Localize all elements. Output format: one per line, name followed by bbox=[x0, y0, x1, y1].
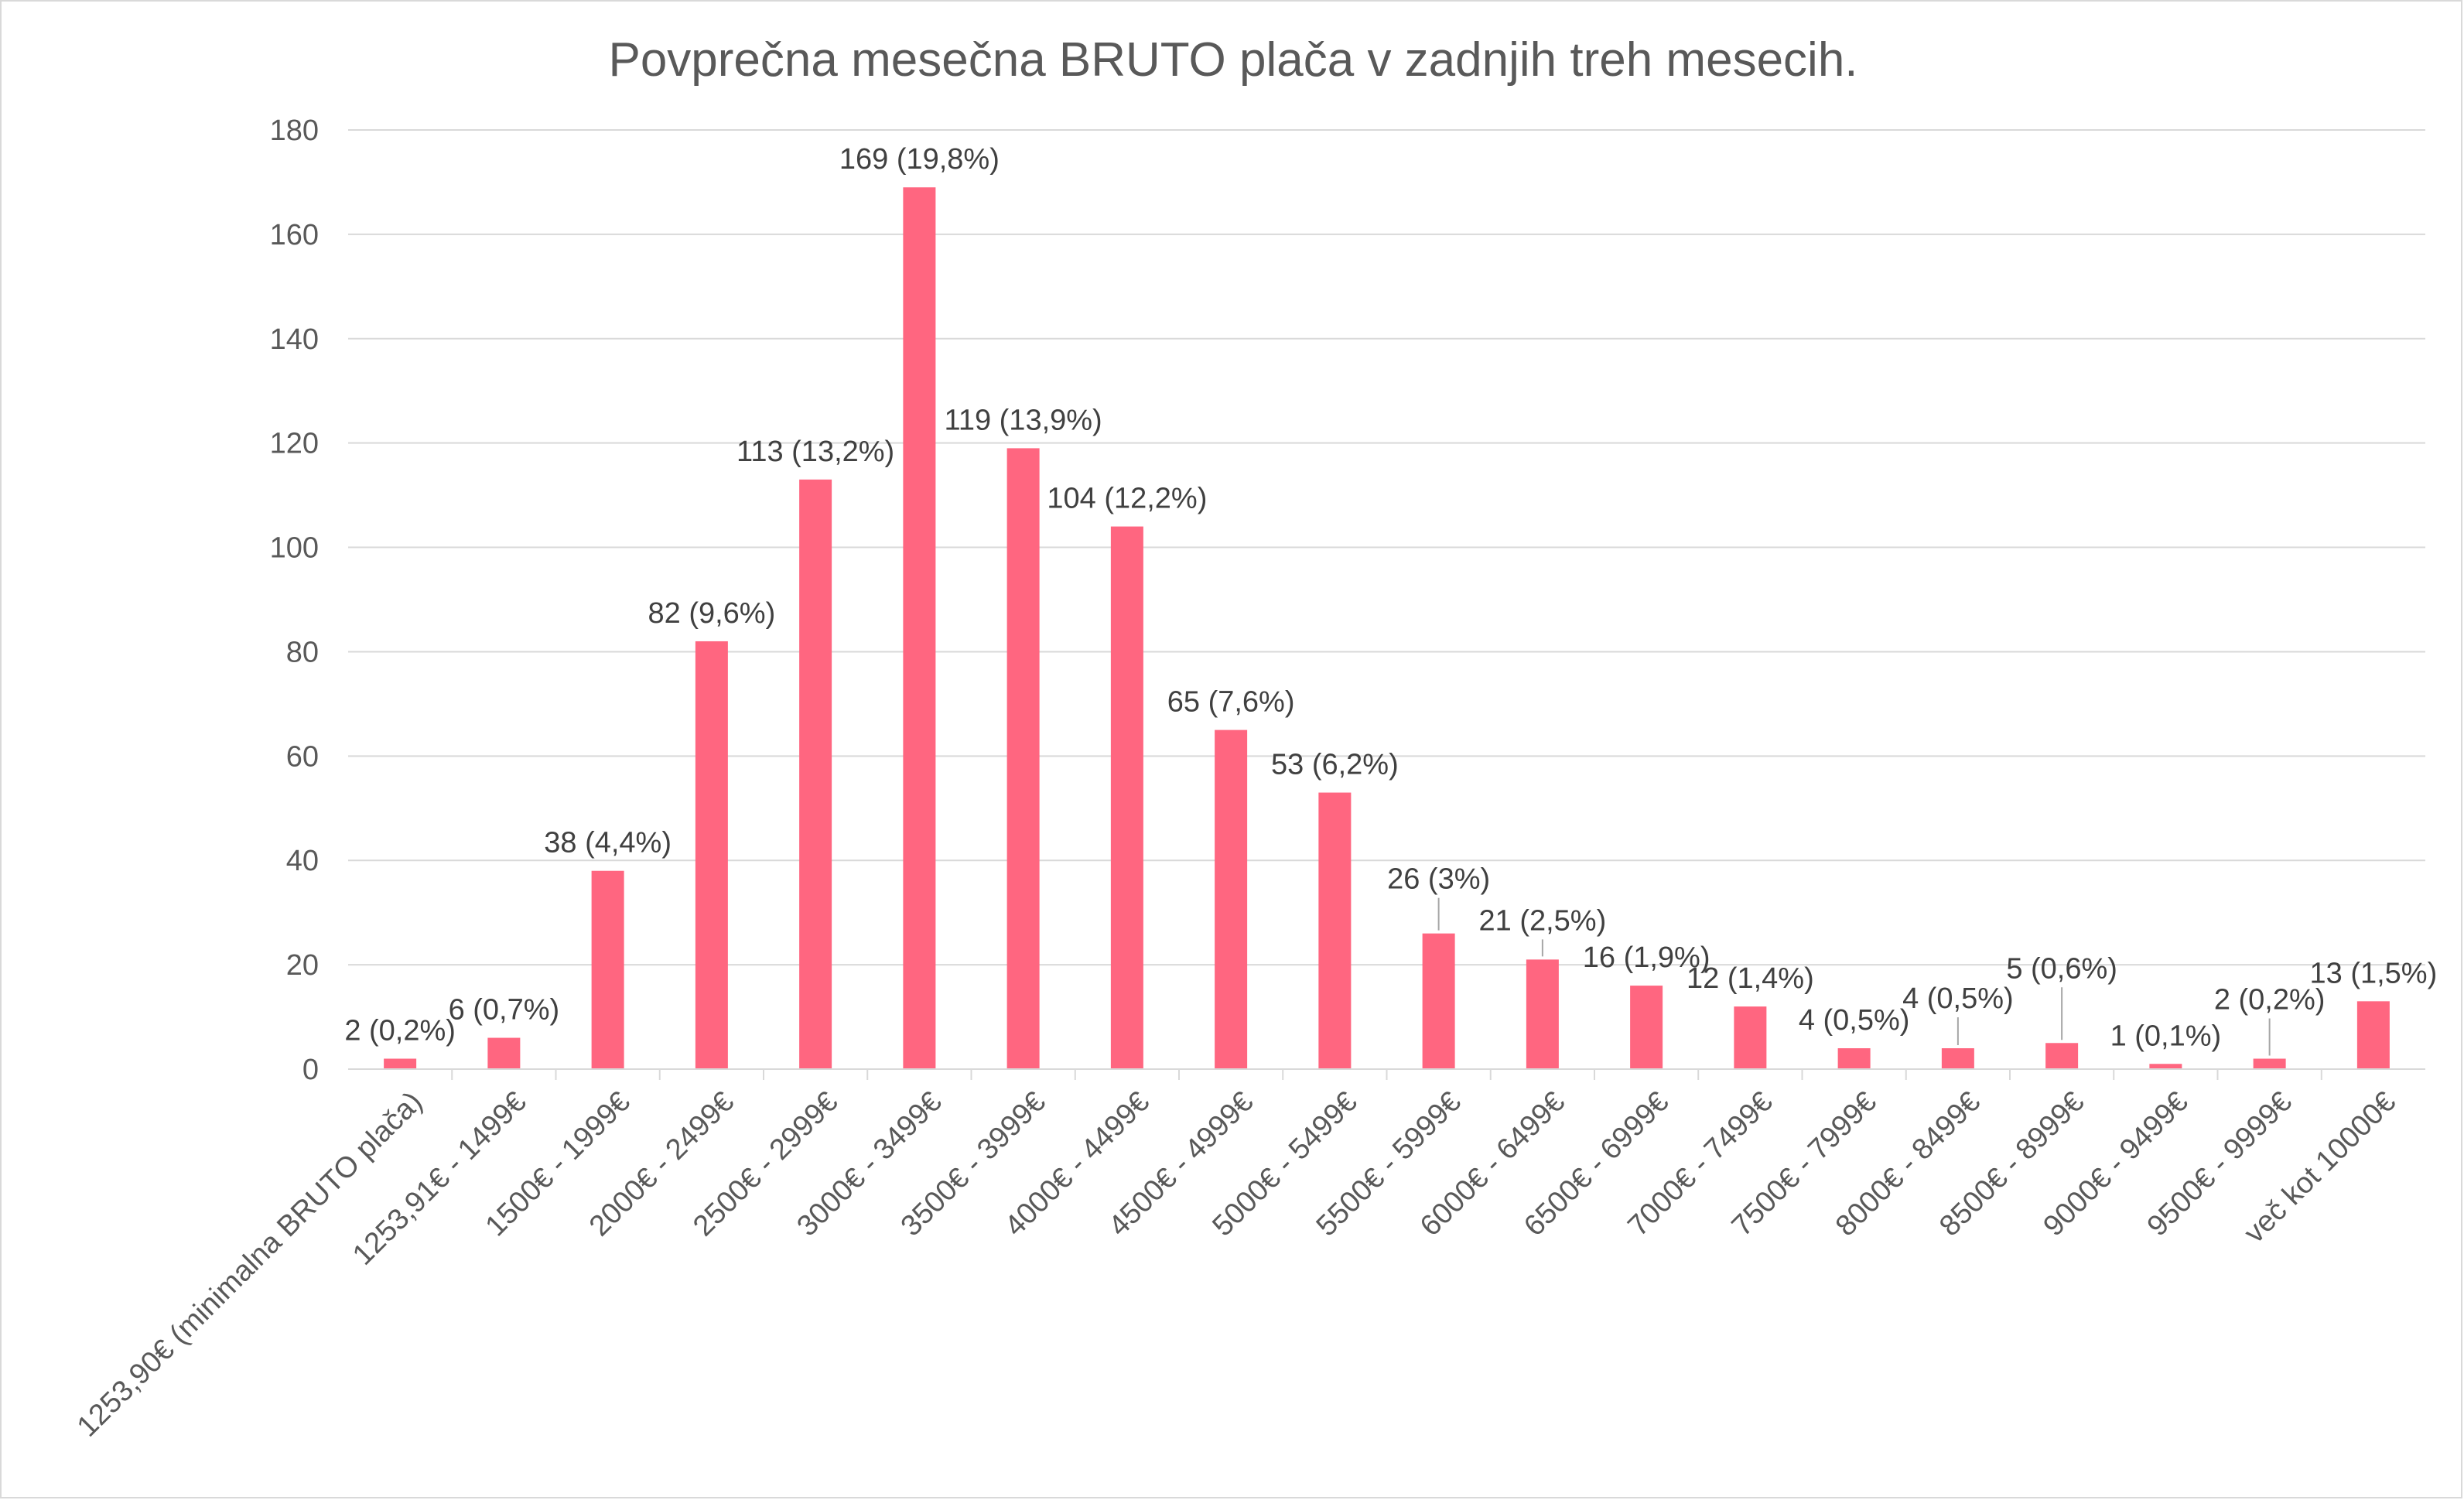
bar bbox=[1422, 933, 1455, 1069]
bar bbox=[1318, 792, 1352, 1069]
bar bbox=[487, 1037, 521, 1069]
data-label: 82 (9,6%) bbox=[648, 597, 776, 630]
data-label: 4 (0,5%) bbox=[1799, 1004, 1910, 1037]
bar bbox=[695, 641, 728, 1069]
y-tick-label: 140 bbox=[270, 323, 319, 356]
data-labels: 2 (0,2%)6 (0,7%)38 (4,4%)82 (9,6%)113 (1… bbox=[344, 143, 2437, 1052]
x-tick-label: 1253,91€ - 1499€ bbox=[347, 1085, 532, 1271]
y-tick-label: 20 bbox=[286, 949, 319, 982]
bar bbox=[1215, 729, 1248, 1069]
bar bbox=[1526, 959, 1559, 1069]
data-label: 38 (4,4%) bbox=[544, 827, 672, 859]
y-tick-label: 60 bbox=[286, 740, 319, 773]
bar bbox=[1630, 986, 1663, 1069]
y-tick-label: 120 bbox=[270, 428, 319, 460]
data-label: 5 (0,6%) bbox=[2006, 952, 2117, 985]
data-label: 2 (0,2%) bbox=[344, 1015, 456, 1047]
data-label: 4 (0,5%) bbox=[1902, 982, 2014, 1015]
bar bbox=[1110, 526, 1143, 1069]
y-tick-label: 80 bbox=[286, 636, 319, 668]
bar bbox=[1941, 1048, 1974, 1069]
data-label: 113 (13,2%) bbox=[736, 436, 894, 468]
y-axis-ticks: 0 20 40 60 80 100 120 140 160 180 bbox=[270, 114, 319, 1086]
bars bbox=[384, 187, 2390, 1070]
y-tick-label: 40 bbox=[286, 845, 319, 877]
data-label: 21 (2,5%) bbox=[1479, 904, 1607, 937]
data-label: 53 (6,2%) bbox=[1271, 749, 1399, 781]
data-label: 13 (1,5%) bbox=[2310, 957, 2438, 989]
data-label: 1 (0,1%) bbox=[2110, 1020, 2222, 1052]
chart-title: Povprečna mesečna BRUTO plača v zadnjih … bbox=[608, 33, 1857, 87]
data-label: 6 (0,7%) bbox=[449, 994, 560, 1027]
bar bbox=[903, 187, 936, 1070]
data-label: 12 (1,4%) bbox=[1687, 962, 1814, 995]
data-label: 16 (1,9%) bbox=[1583, 941, 1710, 974]
data-label: 104 (12,2%) bbox=[1047, 483, 1207, 515]
bar bbox=[384, 1058, 417, 1069]
bar bbox=[799, 479, 832, 1069]
bar bbox=[1006, 448, 1040, 1069]
data-label: 2 (0,2%) bbox=[2214, 984, 2326, 1017]
bar bbox=[2045, 1043, 2079, 1069]
y-tick-label: 100 bbox=[270, 532, 319, 565]
y-tick-label: 180 bbox=[270, 114, 319, 147]
bar bbox=[2356, 1001, 2390, 1069]
data-label: 26 (3%) bbox=[1387, 863, 1490, 896]
bar bbox=[591, 870, 624, 1069]
gridlines bbox=[348, 129, 2425, 966]
bar bbox=[2149, 1064, 2182, 1069]
data-label: 119 (13,9%) bbox=[945, 404, 1102, 436]
bar bbox=[1837, 1048, 1871, 1069]
bar bbox=[2253, 1058, 2286, 1069]
data-label: 65 (7,6%) bbox=[1167, 686, 1295, 719]
x-axis-ticks: 1253,90€ (minimalna BRUTO plača)1253,91€… bbox=[71, 1069, 2402, 1444]
label-leader-lines bbox=[1437, 897, 2271, 1056]
bar bbox=[1734, 1006, 1767, 1069]
data-label: 169 (19,8%) bbox=[839, 143, 1000, 176]
y-tick-label: 0 bbox=[302, 1054, 319, 1086]
y-tick-label: 160 bbox=[270, 219, 319, 251]
